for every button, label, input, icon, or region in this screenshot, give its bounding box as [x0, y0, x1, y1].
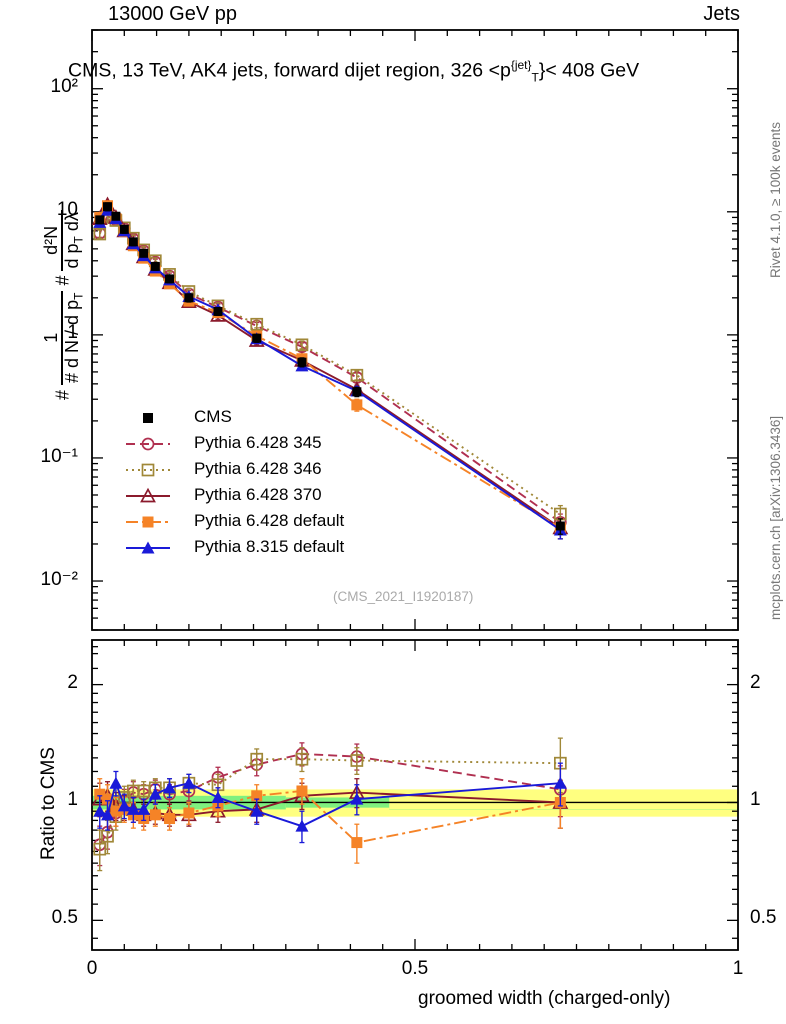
marker-filled-triangle [93, 804, 107, 817]
marker-filled-square [555, 521, 565, 531]
x-axis-label: groomed width (charged-only) [418, 988, 671, 1009]
marker-open-square [93, 842, 107, 856]
legend-item-2[interactable]: Pythia 6.428 346 [194, 459, 322, 478]
marker-filled-triangle [163, 781, 177, 794]
marker-filled-square [296, 785, 308, 797]
marker-open-square [141, 463, 155, 477]
marker-open-triangle [140, 487, 156, 503]
marker-open-square [350, 754, 364, 767]
marker-filled-triangle [350, 792, 364, 805]
marker-filled-square [252, 333, 262, 343]
marker-filled-triangle [137, 802, 151, 815]
marker-filled-triangle [250, 804, 264, 817]
marker-filled-square [297, 357, 307, 367]
marker-filled-square [184, 293, 194, 303]
marker-filled-square [139, 248, 149, 258]
x-tick-label: 0.5 [401, 958, 429, 979]
marker-filled-square [119, 224, 129, 234]
marker-filled-square [352, 387, 362, 397]
marker-filled-square [165, 274, 175, 284]
y-tick-label-ratio-right: 0.5 [750, 907, 777, 929]
x-tick-label: 0 [86, 958, 98, 979]
legend-item-1[interactable]: Pythia 6.428 345 [194, 433, 322, 452]
title-superscript: {jet} [510, 58, 532, 72]
legend-item-0[interactable]: CMS [194, 407, 232, 426]
marker-filled-triangle [211, 790, 225, 803]
y-tick-label-ratio: 2 [67, 671, 78, 693]
analysis-watermark: (CMS_2021_I1920187) [333, 589, 474, 604]
legend-item-5[interactable]: Pythia 8.315 default [194, 537, 345, 556]
legend-item-3[interactable]: Pythia 6.428 370 [194, 485, 322, 504]
series-line [98, 208, 561, 531]
marker-filled-triangle [148, 787, 162, 800]
marker-open-square [250, 317, 264, 331]
header-left: 13000 GeV pp [108, 3, 237, 25]
marker-open-square [295, 338, 309, 352]
y-tick-label-main: 10 [56, 198, 78, 220]
marker-filled-square [164, 813, 176, 825]
title-subscript: T [531, 70, 539, 85]
marker-filled-square [110, 805, 122, 817]
plot-title: CMS, 13 TeV, AK4 jets, forward dijet reg… [68, 58, 639, 84]
marker-filled-triangle [109, 776, 123, 789]
marker-filled-square [150, 261, 160, 271]
marker-filled-square [103, 202, 113, 212]
marker-open-square [93, 227, 107, 241]
marker-filled-square [95, 215, 105, 225]
marker-filled-square [143, 413, 153, 423]
marker-filled-triangle [295, 819, 309, 832]
marker-filled-square [251, 790, 263, 802]
marker-filled-square [94, 788, 106, 800]
series-line [98, 202, 561, 529]
marker-filled-triangle [117, 799, 131, 812]
series-line [98, 758, 561, 850]
marker-filled-square [111, 211, 121, 221]
y-tick-label-ratio-right: 2 [750, 671, 761, 693]
marker-filled-square [142, 516, 154, 528]
marker-open-square [350, 368, 364, 382]
series-line [98, 204, 561, 529]
y-tick-label-ratio: 1 [67, 789, 78, 811]
marker-filled-square [351, 837, 363, 849]
marker-filled-square [213, 306, 223, 316]
legend-item-4[interactable]: Pythia 6.428 default [194, 511, 345, 530]
marker-filled-square [128, 237, 138, 247]
series-line [98, 215, 561, 524]
main-panel-frame [91, 29, 739, 631]
title-tail: }< 408 GeV [538, 59, 640, 82]
y-tick-label-ratio-right: 1 [750, 789, 761, 811]
marker-filled-triangle [101, 808, 115, 821]
marker-open-square [250, 752, 264, 766]
marker-open-circle [141, 437, 155, 451]
title-main: CMS, 13 TeV, AK4 jets, forward dijet reg… [68, 59, 511, 82]
y-tick-label-ratio: 0.5 [51, 907, 78, 929]
marker-filled-triangle [141, 541, 155, 554]
marker-filled-square [183, 807, 195, 819]
marker-filled-triangle [126, 802, 140, 815]
y-tick-label-main: 10⁻¹ [40, 445, 79, 467]
marker-filled-triangle [553, 776, 567, 789]
marker-filled-square [149, 809, 161, 821]
marker-open-square [295, 752, 309, 766]
x-tick-label: 1 [732, 958, 744, 979]
marker-filled-triangle [182, 776, 196, 789]
y-tick-label-main: 10² [50, 75, 78, 97]
header-right: Jets [703, 3, 740, 25]
y-tick-label-main: 10⁻² [40, 569, 79, 591]
series-line [98, 753, 561, 846]
marker-filled-square [102, 793, 114, 805]
y-tick-label-main: 1 [67, 321, 78, 343]
marker-filled-square [351, 399, 363, 411]
